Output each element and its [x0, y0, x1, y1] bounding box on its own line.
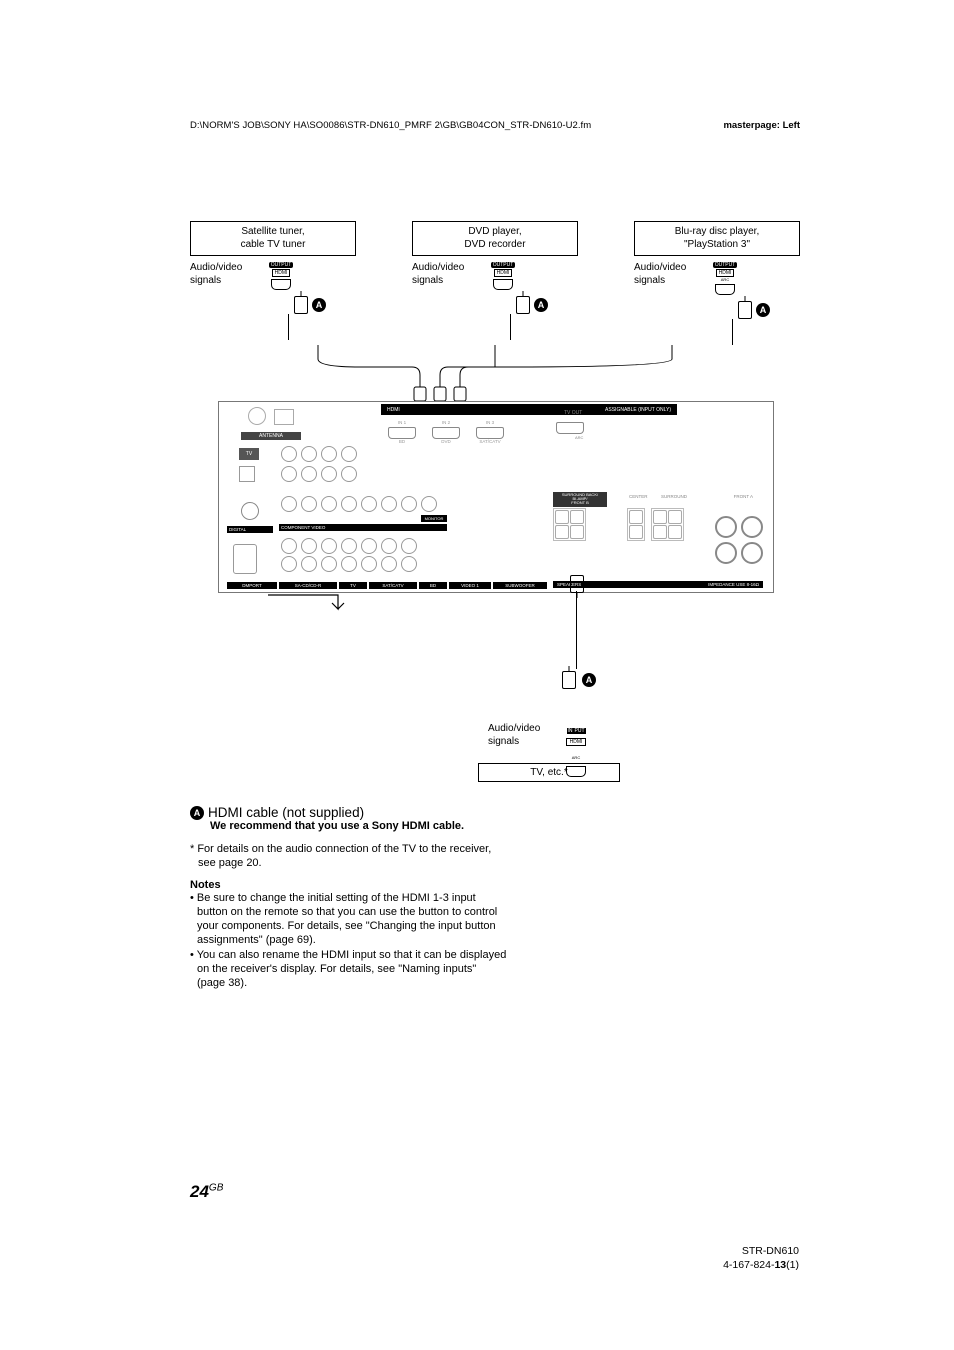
hdmi-output-badge: OUTPUT HDMI: [482, 262, 524, 290]
device-label: DVD player, DVD recorder: [412, 221, 578, 256]
coax-in-icon: [241, 502, 259, 520]
source-bluray: Blu-ray disc player, "PlayStation 3" Aud…: [634, 221, 800, 345]
hdmi-plug-icon: [570, 575, 584, 593]
optical-in: [239, 466, 255, 482]
device-label: Blu-ray disc player, "PlayStation 3": [634, 221, 800, 256]
tv-out-label: TV OUT: [564, 410, 582, 416]
source-dvd: DVD player, DVD recorder Audio/video sig…: [412, 221, 578, 345]
hdmi-slot-icon: [388, 427, 416, 439]
hdmi-section-bar: HDMI ASSIGNABLE (INPUT ONLY): [381, 404, 677, 415]
hdmi-slot-icon: [432, 427, 460, 439]
hdmi-plug-icon: [562, 671, 576, 689]
cable-line: [576, 591, 577, 669]
tv-chip-label: TV: [239, 448, 259, 460]
device-line2: cable TV tuner: [241, 239, 306, 250]
av-signals-label: Audio/video signals: [634, 262, 698, 287]
cable-line: [732, 319, 733, 345]
hdmi-inputs: IN 1BD IN 2DVD IN 3SAT/CATV: [387, 420, 585, 444]
hdmi-port-icon: [271, 279, 291, 290]
source-satellite: Satellite tuner, cable TV tuner Audio/vi…: [190, 221, 356, 345]
fm-antenna-icon: [248, 407, 266, 425]
cable-legend: A HDMI cable (not supplied): [190, 805, 800, 820]
legend-subtext: We recommend that you use a Sony HDMI ca…: [210, 820, 800, 832]
footnote: * For details on the audio connection of…: [190, 842, 508, 871]
receiver-rear-panel: HDMI ASSIGNABLE (INPUT ONLY) IN 1BD IN 2…: [218, 401, 772, 593]
cable-line: [288, 314, 289, 340]
footer-model-info: STR-DN610 4-167-824-13(1): [723, 1244, 799, 1272]
page-number: 24GB: [190, 1182, 223, 1202]
monitor-out-label: MONITOR: [421, 515, 447, 522]
hdmi-port-icon: [715, 284, 735, 295]
tv-device-box: TV, etc.*: [478, 763, 620, 782]
note-item: • Be sure to change the initial setting …: [190, 891, 507, 948]
cable-marker-a: A: [190, 806, 204, 820]
antenna-block: ANTENNA: [241, 407, 301, 440]
front-binding-posts: [715, 516, 763, 538]
surround-back-label: SURROUND BACK/ BI-AMP/ FRONT B: [553, 492, 607, 507]
hdmi-slot-icon: [556, 422, 584, 434]
hdmi-slot-icon: [476, 427, 504, 439]
speaker-terminals: SURROUND BACK/ BI-AMP/ FRONT B CENTER SU…: [553, 502, 763, 576]
cable-marker-a: A: [582, 673, 596, 687]
av-signals-label: Audio/video signals: [488, 723, 540, 748]
dmport-icon: [233, 544, 257, 574]
rca-audio-grid: [281, 446, 361, 486]
speakers-bottom-bar: SPEAKERS IMPEDANCE USE 8-16Ω: [553, 581, 763, 588]
masterpage-label: masterpage: Left: [723, 120, 800, 131]
am-antenna-icon: [274, 409, 294, 425]
cable-merge-lines: [190, 345, 800, 401]
av-signals-label: Audio/video signals: [412, 262, 476, 287]
av-signals-label: Audio/video signals: [190, 262, 254, 287]
legend-text: HDMI cable (not supplied): [208, 805, 364, 820]
device-line1: Satellite tuner,: [241, 226, 304, 237]
tv-connection: A Audio/video signals INPUT HDMI ARC TV,…: [218, 593, 772, 793]
cable-line: [510, 314, 511, 340]
hdmi-plug-icon: [738, 301, 752, 319]
digital-label: DIGITAL: [227, 526, 273, 533]
hdmi-plug-icon: [516, 296, 530, 314]
component-video-label: COMPONENT VIDEO: [279, 524, 447, 531]
cable-marker-a: A: [534, 298, 548, 312]
header-path: D:\NORM'S JOB\SONY HA\SO0086\STR-DN610_P…: [190, 120, 800, 131]
device-label: Satellite tuner, cable TV tuner: [190, 221, 356, 256]
notes-heading: Notes: [190, 879, 800, 891]
rca-video-row: [281, 496, 441, 512]
hdmi-output-badge: OUTPUT HDMI ARC: [704, 262, 746, 295]
cable-marker-a: A: [756, 303, 770, 317]
arc-label: ARC: [575, 435, 583, 440]
rca-component-grid: [281, 538, 421, 574]
hdmi-port-icon: [493, 279, 513, 290]
note-item: • You can also rename the HDMI input so …: [190, 948, 507, 991]
connection-diagram: Satellite tuner, cable TV tuner Audio/vi…: [190, 221, 800, 793]
hdmi-plug-icon: [294, 296, 308, 314]
hdmi-output-badge: OUTPUT HDMI: [260, 262, 302, 290]
cable-marker-a: A: [312, 298, 326, 312]
source-row: Satellite tuner, cable TV tuner Audio/vi…: [190, 221, 800, 345]
